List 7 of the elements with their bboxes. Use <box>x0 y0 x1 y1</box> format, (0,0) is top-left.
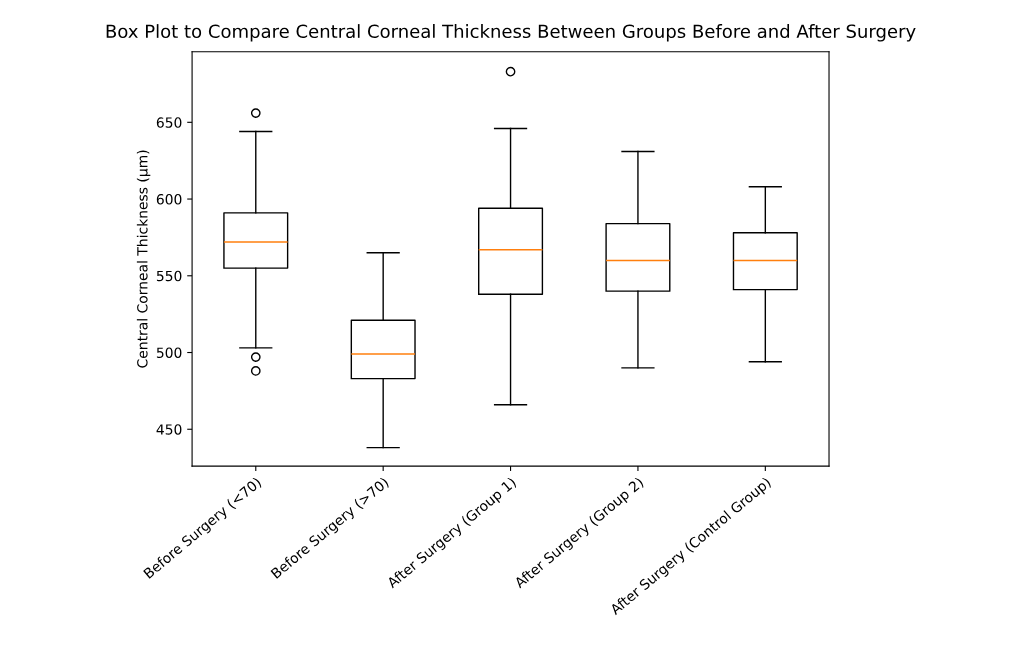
chart-title: Box Plot to Compare Central Corneal Thickness Between Groups Before and After Surgery <box>106 24 916 42</box>
y-axis-title: Central Corneal Thickness (µm) <box>136 150 151 368</box>
y-tick-label: 450 <box>156 424 182 435</box>
y-tick-label: 550 <box>156 270 182 282</box>
y-tick-label: 650 <box>156 117 182 128</box>
y-tick-label: 500 <box>156 347 182 358</box>
y-tick-label: 600 <box>156 194 182 205</box>
